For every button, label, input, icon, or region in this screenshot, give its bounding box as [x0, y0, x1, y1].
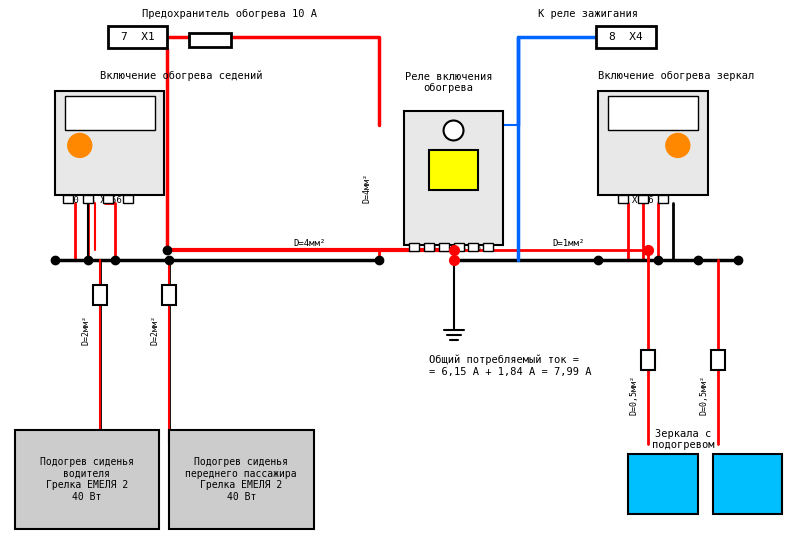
Bar [484, 243, 493, 251]
Bar [83, 195, 92, 203]
Bar [123, 195, 132, 203]
Bar [103, 195, 112, 203]
Text: Подогрев сиденья
водителя
Грелка ЕМЕЛЯ 2
40 Вт: Подогрев сиденья водителя Грелка ЕМЕЛЯ 2… [40, 457, 134, 502]
Circle shape [665, 134, 689, 157]
Bar [469, 243, 478, 251]
Text: Предохранитель обогрева 10 А: Предохранитель обогрева 10 А [142, 9, 316, 19]
Bar [404, 111, 504, 245]
Bar [163, 285, 176, 305]
Bar [596, 26, 656, 48]
Text: К реле зажигания: К реле зажигания [538, 9, 638, 19]
Bar [190, 33, 231, 47]
Bar [711, 350, 724, 370]
Text: Подогрев сиденья
переднего пассажира
Грелка ЕМЕЛЯ 2
40 Вт: Подогрев сиденья переднего пассажира Гре… [186, 457, 297, 502]
Bar [170, 429, 314, 529]
Text: Х 56: Х 56 [632, 196, 654, 205]
Text: D=0,5мм²: D=0,5мм² [630, 375, 638, 414]
Text: D=1мм²: D=1мм² [552, 239, 584, 248]
Bar [608, 96, 697, 131]
Text: Включение обогрева седений: Включение обогрева седений [100, 70, 262, 81]
Bar [63, 195, 73, 203]
Text: 7  Х1: 7 Х1 [120, 32, 155, 42]
Circle shape [444, 121, 464, 141]
Text: Включение обогрева зеркал: Включение обогрева зеркал [598, 70, 754, 81]
Text: 30 58 Х 56: 30 58 Х 56 [68, 196, 122, 205]
Text: D=2мм²: D=2мм² [151, 315, 160, 345]
Bar [92, 285, 107, 305]
Bar [713, 454, 783, 514]
Bar [15, 429, 159, 529]
Bar [628, 454, 697, 514]
Bar [108, 26, 167, 48]
Bar [638, 195, 648, 203]
Text: Зеркала с
подогревом: Зеркала с подогревом [651, 429, 714, 450]
Bar [598, 91, 708, 195]
Bar [618, 195, 628, 203]
Bar [409, 243, 418, 251]
Text: D=2мм²: D=2мм² [81, 315, 90, 345]
Bar [429, 150, 478, 190]
Text: Реле включения
обогрева: Реле включения обогрева [405, 72, 493, 94]
Bar [424, 243, 434, 251]
Text: 80 87 85 86: 80 87 85 86 [426, 244, 481, 253]
Bar [55, 91, 164, 195]
Bar [453, 243, 464, 251]
Text: D=4мм²: D=4мм² [292, 239, 325, 248]
Bar [65, 96, 155, 131]
Bar [438, 243, 449, 251]
Circle shape [68, 134, 92, 157]
Text: D=4мм²: D=4мм² [363, 173, 371, 203]
Bar [641, 350, 655, 370]
Text: Общий потребляемый ток =
= 6,15 А + 1,84 А = 7,99 А: Общий потребляемый ток = = 6,15 А + 1,84… [429, 355, 591, 377]
Text: 8  Х4: 8 Х4 [609, 32, 643, 42]
Text: D=0,5мм²: D=0,5мм² [699, 375, 709, 414]
Bar [658, 195, 668, 203]
